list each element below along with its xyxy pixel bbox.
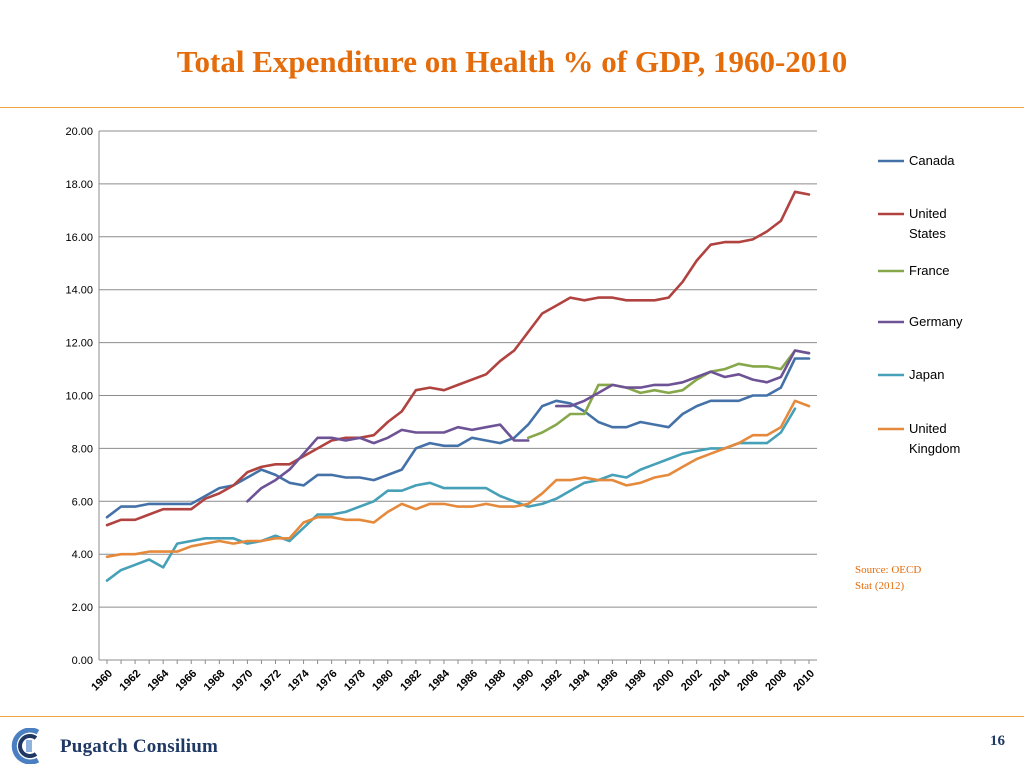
- x-tick-label: 2008: [763, 668, 789, 694]
- x-tick-label: 1974: [286, 667, 312, 693]
- slide-title: Total Expenditure on Health % of GDP, 19…: [176, 44, 848, 79]
- x-tick-label: 1980: [370, 668, 396, 694]
- legend-label: Japan: [909, 367, 944, 382]
- series-line-united-states: [105, 190, 811, 527]
- y-tick-label: 0.00: [72, 655, 93, 667]
- x-tick-label: 1960: [89, 668, 115, 694]
- y-tick-label: 8.00: [72, 443, 93, 455]
- x-tick-label: 1970: [230, 668, 256, 694]
- legend-label: United: [909, 421, 947, 436]
- x-tick-label: 1978: [342, 668, 368, 694]
- x-tick-label: 1990: [511, 668, 537, 694]
- x-tick-label: 2002: [679, 668, 705, 694]
- series-line-germany: [246, 423, 530, 503]
- legend-label: United: [909, 206, 947, 221]
- y-tick-label: 12.00: [65, 338, 93, 350]
- x-tick-label: 1964: [145, 667, 171, 693]
- x-tick-label: 1986: [454, 668, 480, 694]
- legend-label: Canada: [909, 153, 955, 168]
- legend-label: France: [909, 263, 949, 278]
- x-tick-label: 1988: [482, 668, 508, 694]
- y-tick-label: 4.00: [72, 549, 93, 561]
- y-tick-label: 2.00: [72, 602, 93, 614]
- legend-label: States: [909, 226, 946, 241]
- top-divider: [0, 107, 1024, 108]
- x-tick-label: 1968: [202, 668, 228, 694]
- logo-mark-icon: [11, 727, 40, 765]
- bottom-divider: [0, 716, 1024, 717]
- page-number: 16: [990, 733, 1005, 749]
- series-line-germany: [554, 349, 811, 408]
- source-note: Source: OECD Stat (2012): [855, 564, 922, 592]
- x-tick-label: 2006: [735, 668, 761, 694]
- x-tick-label: 1994: [567, 667, 593, 693]
- logo-text: Pugatch Consilium: [60, 736, 219, 757]
- y-tick-label: 10.00: [65, 391, 93, 403]
- y-tick-label: 18.00: [65, 179, 93, 191]
- x-tick-label: 1966: [174, 668, 200, 694]
- x-tick-label: 1998: [623, 668, 649, 694]
- x-tick-label: 2010: [791, 668, 817, 694]
- series-line-france: [526, 349, 811, 440]
- legend-label: Kingdom: [909, 441, 960, 456]
- series-line-canada: [105, 357, 811, 519]
- x-tick-label: 1982: [398, 668, 424, 694]
- y-tick-label: 14.00: [65, 285, 93, 297]
- x-tick-label: 2004: [707, 667, 733, 693]
- company-logo: Pugatch Consilium: [8, 727, 248, 765]
- x-tick-label: 1976: [314, 668, 340, 694]
- x-tick-label: 1984: [426, 667, 452, 693]
- x-tick-label: 1962: [117, 668, 143, 694]
- x-tick-label: 1996: [595, 668, 621, 694]
- series-line-japan: [105, 407, 797, 582]
- line-chart: 0.00 2.00 4.00 6.00 8.00 10.00 12.00 14.00 16.00…: [65, 126, 963, 694]
- y-tick-label: 16.00: [65, 232, 93, 244]
- x-tick-label: 1972: [258, 668, 284, 694]
- series-line-united-kingdom: [105, 399, 811, 559]
- x-tick-label: 2000: [651, 668, 677, 694]
- y-tick-label: 6.00: [72, 496, 93, 508]
- x-tick-label: 1992: [539, 668, 565, 694]
- legend-label: Germany: [909, 314, 963, 329]
- y-tick-label: 20.00: [65, 126, 93, 138]
